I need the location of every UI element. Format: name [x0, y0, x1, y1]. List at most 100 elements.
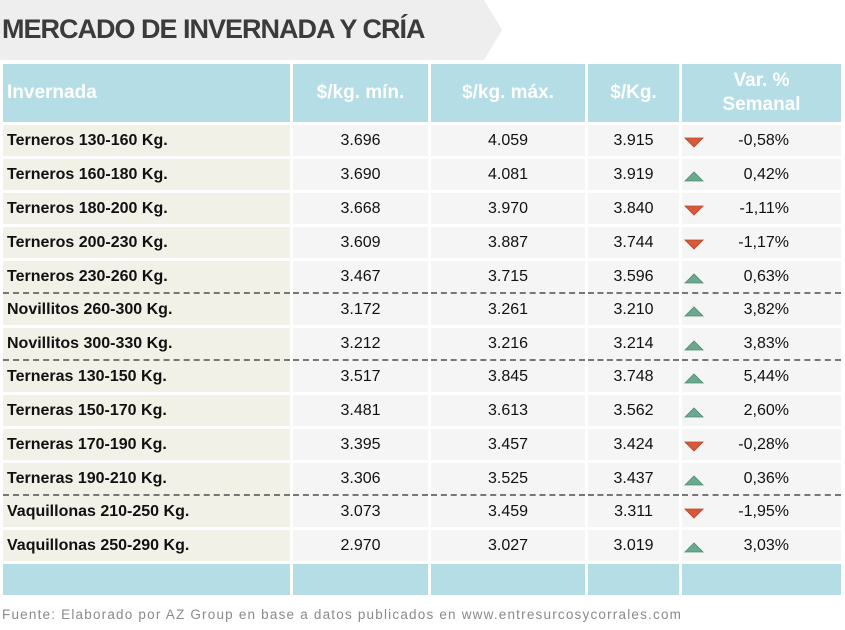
row-max-price: 3.027	[431, 530, 585, 564]
row-min-price: 3.668	[293, 193, 428, 227]
table-row: Novillitos 260-300 Kg. 3.172 3.261 3.210 3,8…	[3, 294, 841, 328]
triangle-up-icon	[684, 340, 704, 351]
row-weekly-variation: 0,42%	[682, 159, 841, 193]
row-category: Terneros 200-230 Kg.	[3, 227, 290, 261]
triangle-up-icon	[684, 306, 704, 317]
row-variation-value: 3,82%	[743, 300, 789, 318]
page-title: MERCADO DE INVERNADA Y CRÍA	[2, 14, 426, 44]
row-avg-price: 3.748	[588, 361, 679, 395]
triangle-down-icon	[684, 205, 704, 216]
row-category: Terneros 180-200 Kg.	[3, 193, 290, 227]
row-variation-value: 0,36%	[743, 469, 789, 487]
row-avg-price: 3.424	[588, 429, 679, 463]
row-weekly-variation: 5,44%	[682, 361, 841, 395]
row-avg-price: 3.214	[588, 328, 679, 361]
footer-cell	[431, 564, 585, 595]
footer-cell	[682, 564, 841, 595]
footer-cell	[293, 564, 428, 595]
row-weekly-variation: 3,03%	[682, 530, 841, 564]
header-max-price: $/kg. máx.	[431, 64, 585, 125]
row-weekly-variation: -0,28%	[682, 429, 841, 463]
row-weekly-variation: 2,60%	[682, 395, 841, 429]
table-body: Terneros 130-160 Kg. 3.696 4.059 3.915 -0,58…	[3, 125, 841, 564]
row-max-price: 3.525	[431, 463, 585, 496]
row-max-price: 4.081	[431, 159, 585, 193]
table-row: Vaquillonas 210-250 Kg. 3.073 3.459 3.311 -1…	[3, 496, 841, 530]
row-weekly-variation: -1,11%	[682, 193, 841, 227]
row-weekly-variation: -0,58%	[682, 125, 841, 159]
source-note: Fuente: Elaborado por AZ Group en base a…	[2, 607, 683, 622]
row-max-price: 3.459	[431, 496, 585, 530]
row-weekly-variation: 0,36%	[682, 463, 841, 496]
triangle-down-icon	[684, 441, 704, 452]
row-category: Terneras 190-210 Kg.	[3, 463, 290, 496]
triangle-up-icon	[684, 171, 704, 182]
row-avg-price: 3.840	[588, 193, 679, 227]
row-variation-value: 0,63%	[743, 267, 789, 285]
header-avg-price: $/Kg.	[588, 64, 679, 125]
row-max-price: 3.970	[431, 193, 585, 227]
header-var-line2: Semanal	[722, 94, 801, 115]
row-min-price: 3.517	[293, 361, 428, 395]
title-banner-shape	[0, 0, 502, 60]
row-category: Terneras 150-170 Kg.	[3, 395, 290, 429]
row-avg-price: 3.437	[588, 463, 679, 496]
table-row: Terneras 130-150 Kg. 3.517 3.845 3.748 5,44%	[3, 361, 841, 395]
row-min-price: 3.467	[293, 261, 428, 294]
row-category: Terneros 160-180 Kg.	[3, 159, 290, 193]
row-avg-price: 3.562	[588, 395, 679, 429]
triangle-up-icon	[684, 407, 704, 418]
row-weekly-variation: 3,83%	[682, 328, 841, 361]
table-row: Terneras 150-170 Kg. 3.481 3.613 3.562 2,60%	[3, 395, 841, 429]
row-min-price: 3.609	[293, 227, 428, 261]
row-category: Terneras 170-190 Kg.	[3, 429, 290, 463]
row-category: Terneras 130-150 Kg.	[3, 361, 290, 395]
row-weekly-variation: -1,95%	[682, 496, 841, 530]
row-min-price: 3.306	[293, 463, 428, 496]
row-min-price: 3.696	[293, 125, 428, 159]
row-variation-value: -1,11%	[739, 199, 789, 217]
row-variation-value: -1,95%	[738, 502, 789, 520]
row-max-price: 3.613	[431, 395, 585, 429]
row-category: Terneros 230-260 Kg.	[3, 261, 290, 294]
row-avg-price: 3.311	[588, 496, 679, 530]
triangle-up-icon	[684, 373, 704, 384]
header-category: Invernada	[3, 64, 290, 125]
table-header-row: Invernada $/kg. mín. $/kg. máx. $/Kg. Va…	[3, 64, 841, 125]
table-row: Vaquillonas 250-290 Kg. 2.970 3.027 3.019 3,…	[3, 530, 841, 564]
row-min-price: 3.395	[293, 429, 428, 463]
row-weekly-variation: -1,17%	[682, 227, 841, 261]
triangle-down-icon	[684, 239, 704, 250]
row-weekly-variation: 0,63%	[682, 261, 841, 294]
row-min-price: 3.172	[293, 294, 428, 328]
row-variation-value: 5,44%	[743, 367, 789, 385]
triangle-down-icon	[684, 137, 704, 148]
row-weekly-variation: 3,82%	[682, 294, 841, 328]
row-category: Vaquillonas 210-250 Kg.	[3, 496, 290, 530]
row-avg-price: 3.915	[588, 125, 679, 159]
triangle-up-icon	[684, 475, 704, 486]
footer-cell	[588, 564, 679, 595]
row-variation-value: 3,83%	[743, 334, 789, 352]
triangle-up-icon	[684, 273, 704, 284]
triangle-up-icon	[684, 542, 704, 553]
row-min-price: 3.690	[293, 159, 428, 193]
row-variation-value: -0,28%	[738, 435, 789, 453]
row-variation-value: -1,17%	[738, 233, 789, 251]
row-max-price: 3.261	[431, 294, 585, 328]
row-max-price: 3.216	[431, 328, 585, 361]
row-category: Terneros 130-160 Kg.	[3, 125, 290, 159]
triangle-down-icon	[684, 508, 704, 519]
row-category: Novillitos 260-300 Kg.	[3, 294, 290, 328]
row-min-price: 3.212	[293, 328, 428, 361]
header-weekly-variation: Var. % Semanal	[682, 64, 841, 125]
row-category: Novillitos 300-330 Kg.	[3, 328, 290, 361]
row-avg-price: 3.919	[588, 159, 679, 193]
market-table: Invernada $/kg. mín. $/kg. máx. $/Kg. Va…	[0, 64, 844, 595]
row-avg-price: 3.744	[588, 227, 679, 261]
row-max-price: 3.845	[431, 361, 585, 395]
row-avg-price: 3.210	[588, 294, 679, 328]
table-footer-row	[3, 564, 841, 595]
table-row: Terneras 190-210 Kg. 3.306 3.525 3.437 0,36%	[3, 463, 841, 496]
title-banner: MERCADO DE INVERNADA Y CRÍA	[0, 0, 502, 60]
